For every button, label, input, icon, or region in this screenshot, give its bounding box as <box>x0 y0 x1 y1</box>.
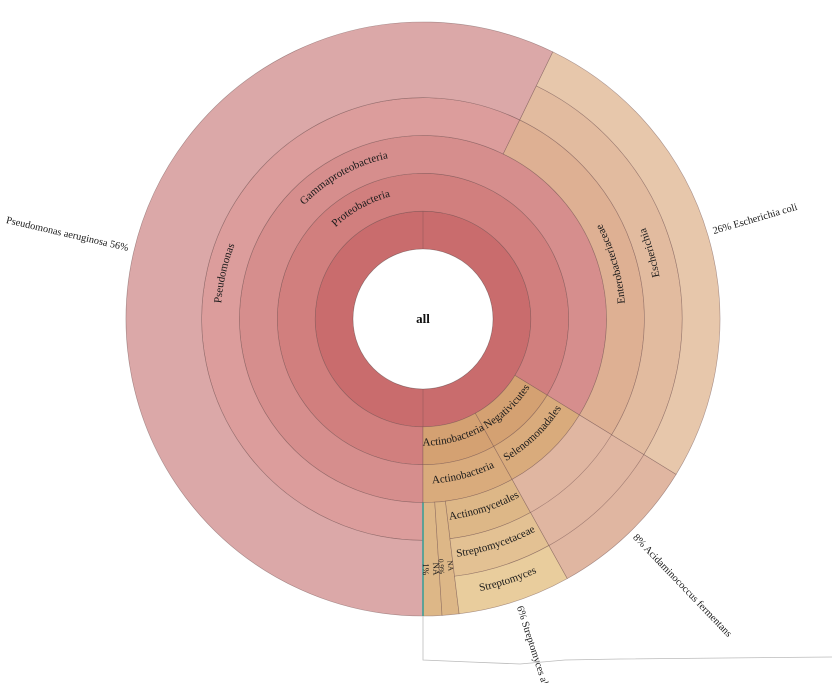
svg-text:NA: NA <box>446 560 456 572</box>
svg-text:all: all <box>416 311 430 326</box>
svg-text:1%: 1% <box>421 563 431 576</box>
